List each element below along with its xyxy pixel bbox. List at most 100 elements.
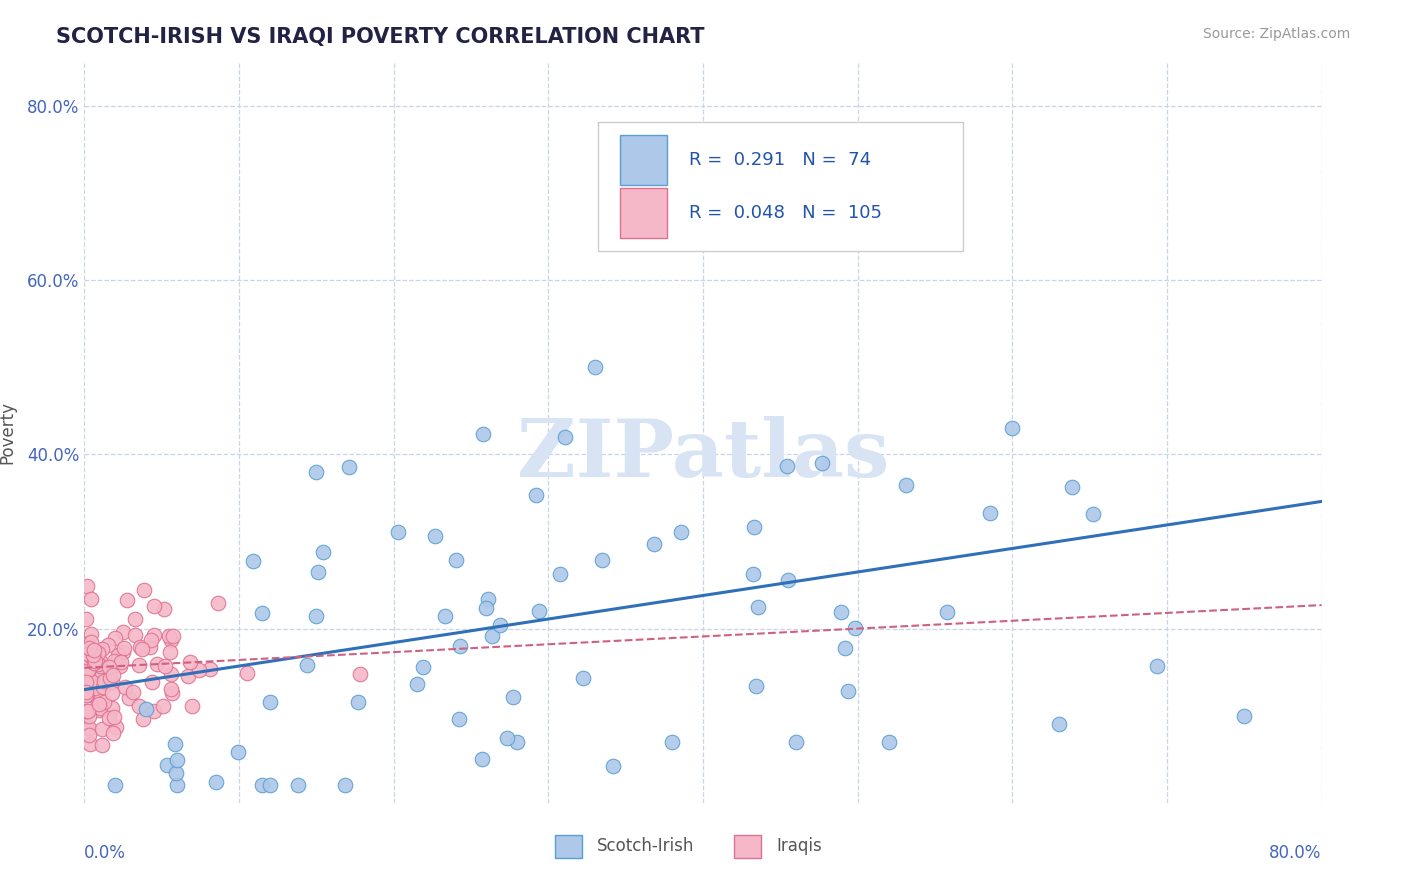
Point [110,655,132,669]
Point [160,686,183,700]
Point [77,728,100,742]
Point [103,654,125,668]
Text: R =  0.291   N =  74: R = 0.291 N = 74 [689,151,872,169]
Point [333,778,356,792]
Point [159,633,181,648]
Point [82,648,104,663]
Point [124,612,146,626]
Point [602,758,624,772]
Point [101,701,124,715]
Text: SCOTCH-IRISH VS IRAQI POVERTY CORRELATION CHART: SCOTCH-IRISH VS IRAQI POVERTY CORRELATIO… [56,27,704,46]
Point [75,719,97,733]
Point [104,631,127,645]
Point [142,704,165,718]
Point [347,695,370,709]
Point [101,667,124,681]
Point [643,537,665,551]
Point [75,705,97,719]
Point [79,737,101,751]
Text: Source: ZipAtlas.com: Source: ZipAtlas.com [1202,27,1350,41]
Point [405,677,427,691]
Point [84,681,107,695]
Point [250,778,273,792]
Point [139,640,162,655]
Point [122,685,145,699]
Point [162,629,184,643]
Point [101,726,124,740]
Point [163,737,186,751]
Point [785,735,807,749]
Point [98,671,121,685]
Text: ZIPatlas: ZIPatlas [517,416,889,494]
Point [77,636,100,650]
Point [80,627,103,641]
Point [837,683,859,698]
Text: Iraqis: Iraqis [776,838,821,855]
Point [77,709,100,723]
Point [142,599,165,614]
Point [143,628,166,642]
Point [75,650,97,665]
Point [97,638,120,652]
Point [97,711,120,725]
Point [79,667,101,681]
Point [84,690,107,705]
Bar [620,135,666,186]
Point [506,735,529,749]
Point [159,681,181,696]
Point [108,659,131,673]
Point [179,655,201,669]
Point [86,655,108,669]
Point [472,427,495,442]
Point [111,645,134,659]
Point [747,600,769,615]
Text: Scotch-Irish: Scotch-Irish [596,838,695,855]
Point [129,640,152,655]
Point [157,629,180,643]
Point [77,647,100,661]
Point [252,606,274,620]
Point [131,712,153,726]
Point [496,731,519,745]
Point [671,525,693,540]
Point [412,660,434,674]
Point [77,721,100,735]
Point [830,606,852,620]
Point [1146,659,1168,673]
Point [738,203,761,218]
Point [811,456,834,470]
Point [112,641,135,656]
Point [548,567,571,582]
Point [877,735,900,749]
Point [1001,421,1024,435]
Point [936,605,959,619]
Point [141,674,163,689]
Point [87,657,110,672]
Point [80,635,103,649]
Point [89,665,111,680]
Y-axis label: Poverty: Poverty [0,401,15,464]
Point [295,658,318,673]
Point [76,579,98,593]
Point [554,430,576,444]
Point [471,752,494,766]
Point [166,753,188,767]
Point [94,676,117,690]
Point [104,655,127,669]
Point [83,657,105,671]
Point [166,778,188,792]
Point [198,662,221,676]
Point [90,642,112,657]
Point [101,675,124,690]
Point [312,545,335,559]
Point [259,778,281,792]
Point [1233,708,1256,723]
Point [89,700,111,714]
Point [89,654,111,668]
Point [98,660,121,674]
Point [337,459,360,474]
Point [105,720,128,734]
Point [449,639,471,653]
Point [527,604,550,618]
Point [76,688,98,702]
